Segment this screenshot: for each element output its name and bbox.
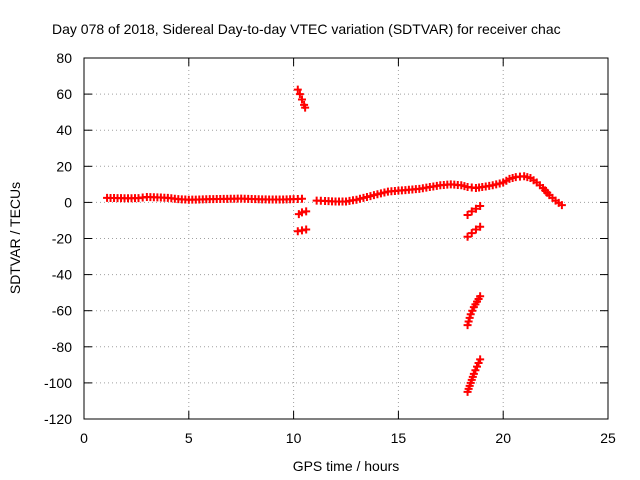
data-point [297,194,306,203]
x-tick-label: 20 [495,430,511,446]
x-tick-label: 15 [391,430,407,446]
data-point [557,201,566,210]
grid-lines [84,58,608,419]
y-tick-label: -100 [44,375,72,391]
data-point [471,204,480,213]
chart-title: Day 078 of 2018, Sidereal Day-to-day VTE… [52,21,561,37]
axis-ticks: 0 5 10 15 20 25 -120 -100 -80 -60 -40 -20 0 20 40 60 80 [44,50,616,446]
data-point [476,292,485,301]
x-tick-label: 25 [600,430,616,446]
x-axis-title: GPS time / hours [293,458,400,474]
data-point [302,225,311,234]
data-point [467,229,476,238]
x-tick-label: 5 [185,430,193,446]
y-tick-label: 20 [56,158,72,174]
data-point [293,85,302,94]
series-segment-10h-neg5 [294,207,311,219]
data-point [467,207,476,216]
y-tick-label: 60 [56,86,72,102]
data-point [476,202,485,211]
series-segment-19h-a [463,202,485,220]
data-point [476,355,485,364]
data-points [103,85,566,396]
data-point [295,90,304,99]
series-segment-19h-c [463,292,485,330]
x-tick-label: 10 [286,430,302,446]
y-tick-label: -60 [52,303,72,319]
series-main-track-2 [312,172,566,210]
data-point [297,95,306,104]
x-tick-label: 0 [80,430,88,446]
data-point [463,211,472,220]
y-tick-label: 40 [56,122,72,138]
data-point [476,222,485,231]
y-tick-label: 0 [64,194,72,210]
series-segment-10h-neg15 [293,225,311,236]
y-tick-label: -80 [52,339,72,355]
data-point [471,225,480,234]
data-point [463,232,472,241]
series-main-track [103,192,306,204]
series-segment-19h-b [463,222,485,241]
series-segment-19h-d [463,355,485,396]
data-point [302,207,311,216]
series-segment-10h-high [293,85,310,112]
y-tick-label: 80 [56,50,72,66]
y-tick-label: -120 [44,411,72,427]
y-axis-title: SDTVAR / TECUs [7,182,23,294]
y-tick-label: -40 [52,267,72,283]
plot-frame [83,57,609,420]
y-tick-label: -20 [52,231,72,247]
data-point [301,103,310,112]
